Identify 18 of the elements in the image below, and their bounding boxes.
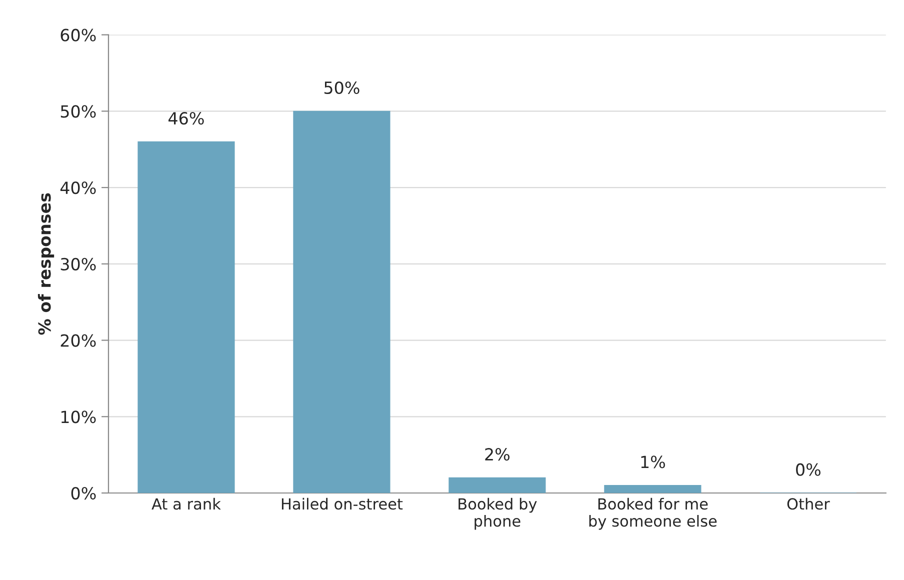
data-label: 46% (168, 112, 204, 125)
x-tick-label: Booked for me by someone else (589, 498, 717, 530)
x-tick-label: Other (787, 498, 830, 510)
x-tick-label: At a rank (152, 498, 221, 510)
x-tick-label: Booked by phone (458, 498, 537, 530)
data-label: 0% (796, 463, 820, 476)
y-tick-label: 30% (60, 258, 96, 270)
y-axis-title: % of responses (38, 193, 54, 335)
data-label: 2% (485, 448, 510, 461)
x-tick-label: Hailed on-street (282, 498, 403, 510)
y-tick-label: 50% (60, 105, 96, 118)
y-tick-label: 0% (71, 486, 96, 500)
y-tick-label: 20% (60, 334, 96, 347)
y-tick-label: 10% (61, 410, 96, 424)
data-label: 50% (324, 81, 360, 94)
data-label: 1% (641, 456, 665, 468)
y-tick-label: 40% (60, 181, 96, 194)
y-tick-label: 60% (60, 28, 96, 42)
